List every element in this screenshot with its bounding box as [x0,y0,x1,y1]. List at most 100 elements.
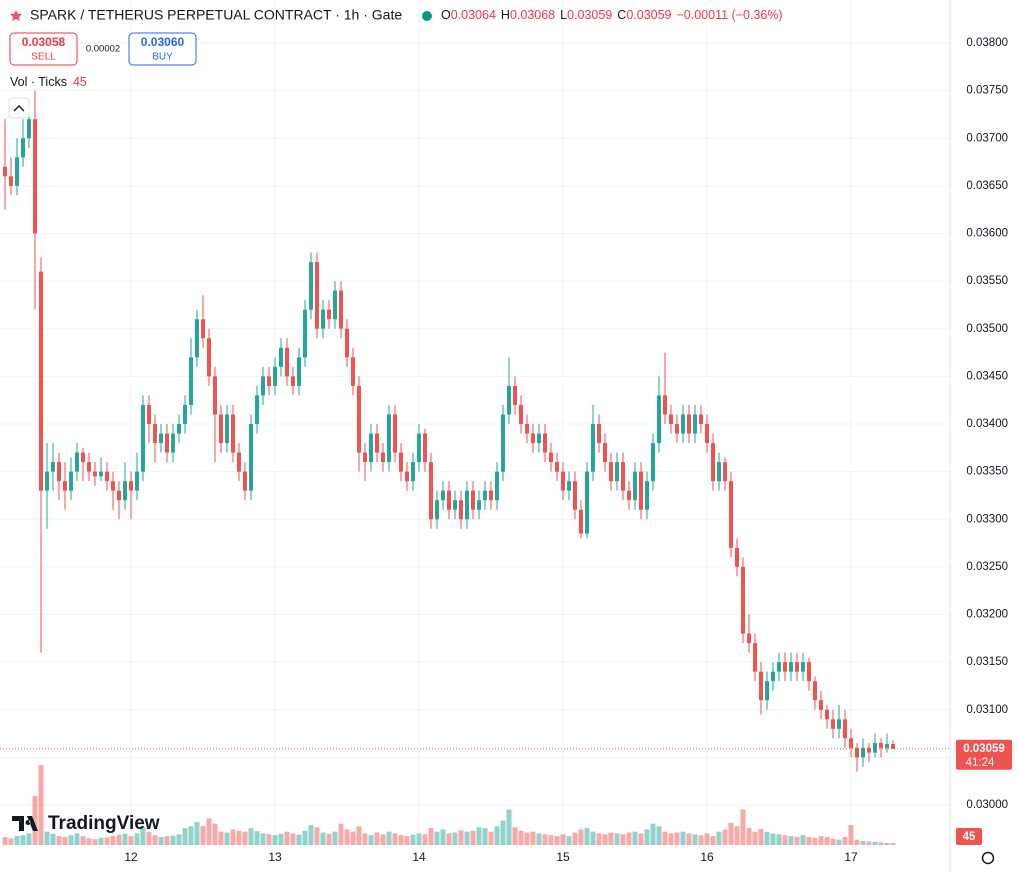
y-tick-label: 0.03250 [966,561,1008,573]
volume-bar [602,834,608,845]
candle-body [819,700,823,710]
volume-bar [542,834,548,845]
market-status [422,11,432,21]
sell-box[interactable] [9,32,78,66]
candle-body [225,414,229,444]
volume-bar [578,829,584,845]
collapse-icon[interactable] [13,105,25,112]
ohlc-label: C [617,8,626,22]
candle-body [111,481,115,491]
candle-body [327,309,331,320]
volume-bar [674,832,680,845]
candle-body [171,433,175,453]
candle-body [201,319,205,339]
candle-body [351,357,355,386]
candle-body [573,481,577,510]
volume-bar [194,821,200,845]
volume-bar [746,828,752,845]
volume-legend-value: 45 [73,75,87,89]
candle-body [303,309,307,358]
candle-body [885,744,889,748]
volume-bar [152,835,158,845]
candle-body [57,462,61,482]
volume-bar [806,837,812,845]
candle-body [399,452,403,472]
candle-body [369,433,373,463]
candle-body [843,719,847,739]
settings-button[interactable] [981,851,995,865]
x-tick-label: 17 [844,850,858,864]
volume-bar [734,826,740,845]
collapse-box[interactable] [8,97,30,119]
buy-label[interactable]: BUY [152,52,173,63]
candle-body [105,471,109,482]
candle-body [345,328,349,358]
volume-bar [488,831,494,845]
volume-bar [206,818,212,845]
volume-bar [818,836,824,845]
volume-bar [170,835,176,845]
candle-body [51,462,55,472]
volume-bar [722,829,728,845]
volume-bar [530,831,536,845]
candle-body [765,681,769,701]
y-tick-label: 0.03500 [966,323,1008,335]
candle-body [501,414,505,472]
buy-box[interactable] [128,32,197,66]
volume-legend-label: Vol · Ticks [10,75,67,89]
volume-badge [956,828,982,845]
candle-body [507,385,511,415]
volume-bar [692,834,698,845]
candle-body [837,719,841,729]
candle-body [141,404,145,472]
volume-bar [332,831,338,845]
candle-body [243,471,247,491]
settings-icon[interactable] [981,851,995,865]
x-tick-label: 14 [412,850,426,864]
candle-body [255,395,259,424]
volume-bar [320,832,326,845]
volume-bar [104,837,110,845]
candle-body [891,744,895,749]
ohlc-label: L [560,8,567,22]
candle-body [867,747,871,753]
buy-button[interactable]: 0.03060 BUY [128,32,197,66]
volume-bar [650,823,656,845]
volume-bar [326,833,332,845]
volume-bar [434,831,440,845]
price-labels: 0.030000.030500.031000.031500.032000.032… [0,37,1012,864]
sell-button[interactable]: 0.03058 SELL [9,32,78,66]
volume-bar [662,831,668,845]
candle-body [465,490,469,520]
collapse-button[interactable] [8,97,30,119]
candle-body [123,481,127,501]
buy-price[interactable]: 0.03060 [141,35,185,49]
y-tick-label: 0.03450 [966,370,1008,382]
candle-body [663,395,667,415]
volume-bar [236,830,242,845]
sell-label[interactable]: SELL [31,52,56,63]
volume-bar [44,831,50,845]
volume-bar [716,831,722,845]
volume-bar [842,837,848,845]
volume-bar [518,830,524,845]
volume-bar [506,809,512,845]
ohlc-value: 0.03064 [451,8,496,22]
candle-body [117,490,121,501]
candle-body [195,319,199,358]
sell-price[interactable]: 0.03058 [22,35,66,49]
y-tick-label: 0.03750 [966,85,1008,97]
symbol-title: SPARK / TETHERUS PERPETUAL CONTRACT · 1h… [30,7,402,23]
candle-body [723,462,727,482]
volume-bar [62,837,68,845]
volume-pane [2,765,896,845]
volume-bar [446,833,452,845]
volume-bar [680,831,686,845]
y-tick-label: 0.03650 [966,180,1008,192]
candle-body [147,404,151,424]
volume-bar [374,832,380,845]
candle-body [627,490,631,501]
volume-bar [470,830,476,845]
volume-bar [536,833,542,845]
volume-bar [404,836,410,845]
